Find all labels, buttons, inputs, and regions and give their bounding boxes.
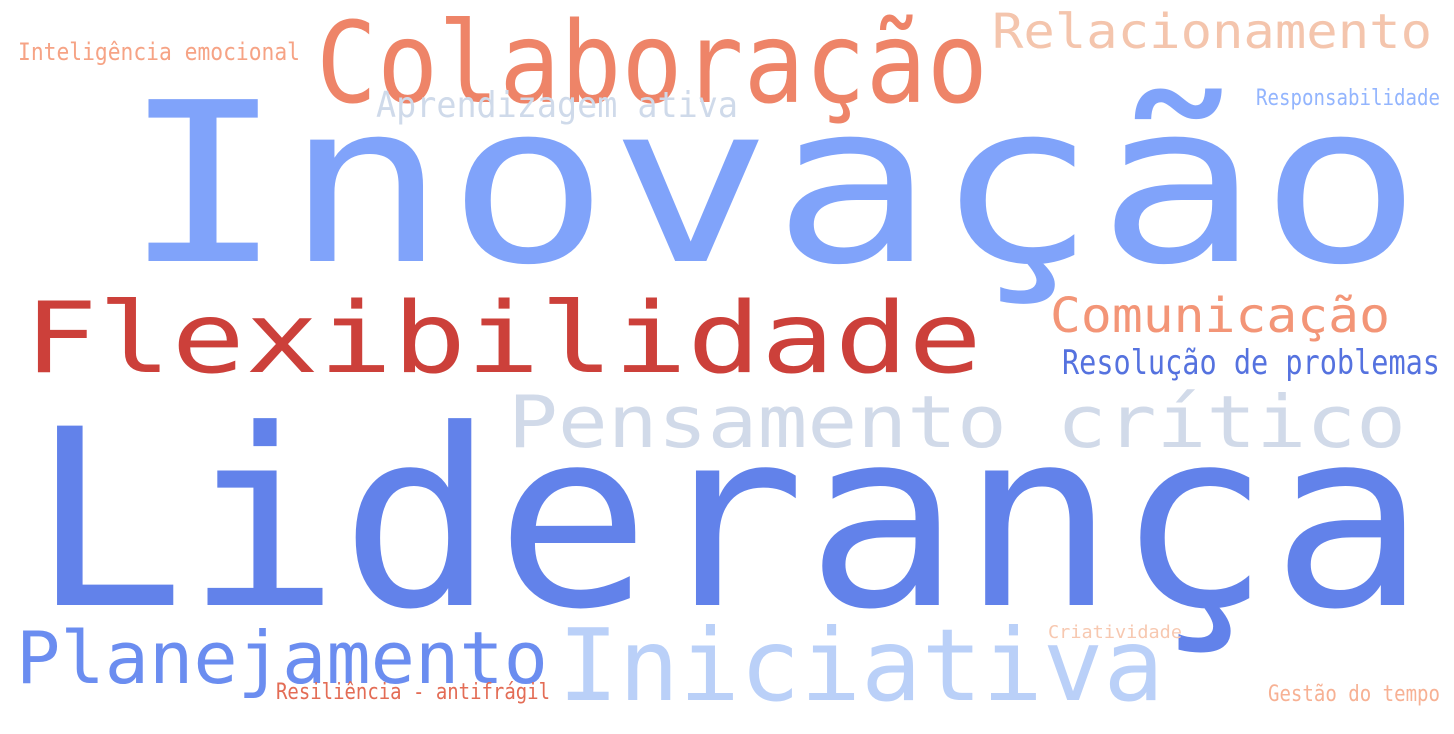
word-inteligencia-emocional: Inteligência emocional	[18, 38, 300, 66]
word-resiliencia-antifragil: Resiliência - antifrágil	[276, 680, 550, 705]
word-lideranca: Liderança	[30, 378, 1426, 664]
word-pensamento-critico: Pensamento crítico	[508, 380, 1406, 464]
word-colaboracao: Colaboração	[316, 0, 988, 129]
word-inovacao: Inovação	[122, 56, 1423, 314]
word-flexibilidade: Flexibilidade	[24, 282, 982, 396]
word-iniciativa: Iniciativa	[558, 607, 1164, 724]
word-planejamento: Planejamento	[16, 616, 548, 700]
word-criatividade: Criatividade	[1048, 622, 1182, 643]
word-comunicacao: Comunicação	[1050, 288, 1390, 344]
word-resolucao-de-problemas: Resolução de problemas	[1062, 343, 1440, 383]
word-aprendizagem-ativa: Aprendizagem ativa	[376, 85, 738, 126]
word-gestao-do-tempo: Gestão do tempo	[1268, 682, 1440, 707]
word-relacionamento: Relacionamento	[992, 4, 1432, 60]
word-responsabilidade: Responsabilidade	[1256, 86, 1440, 111]
